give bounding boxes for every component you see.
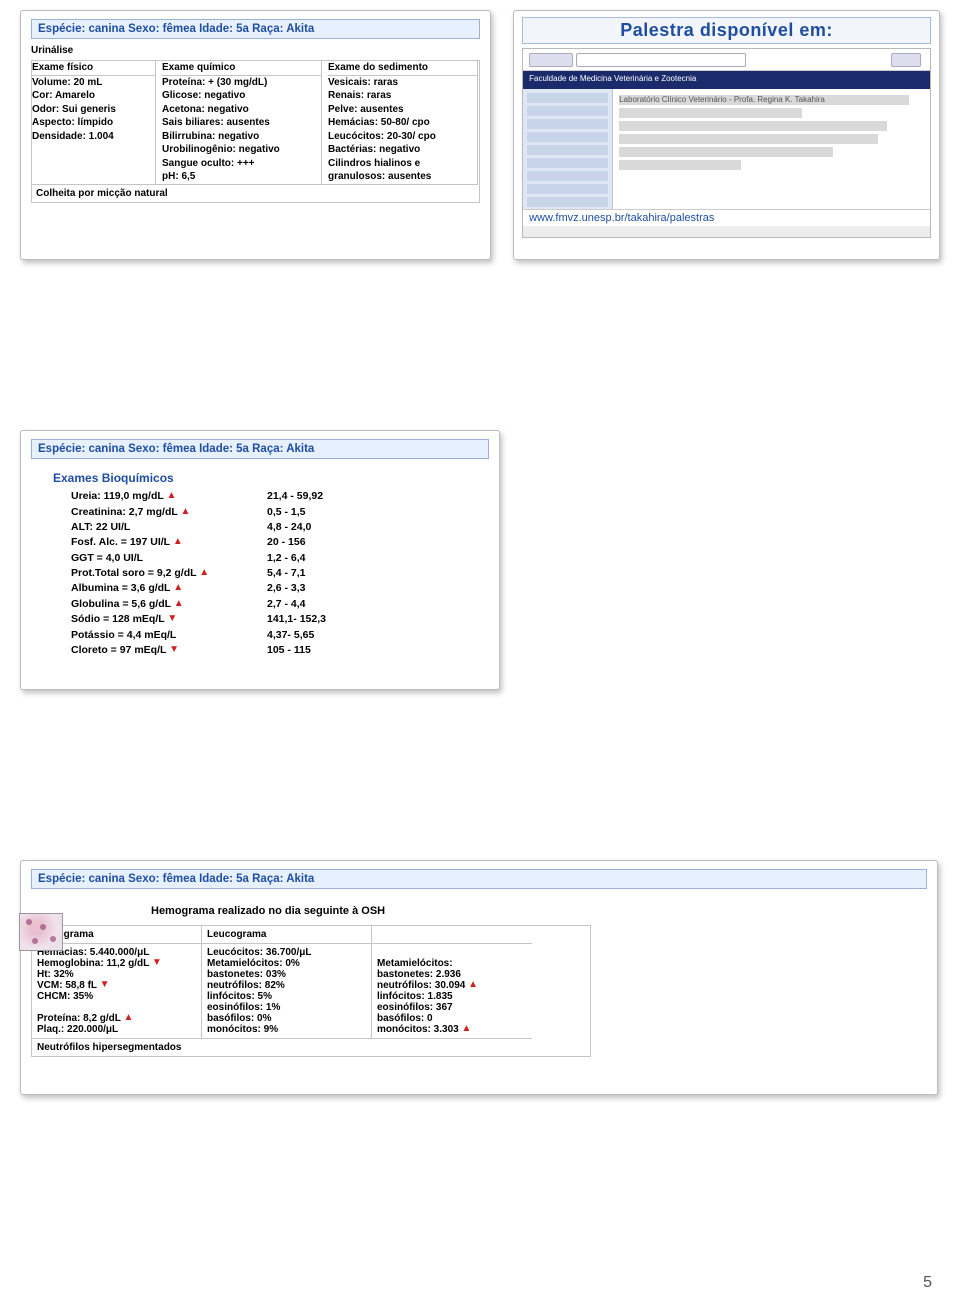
panel4-lead: Hemograma realizado no dia seguinte à OS… (31, 895, 927, 925)
website-labname: Laboratório Clínico Veterinário - Profa.… (619, 95, 909, 105)
p4-h2: Leucograma (202, 926, 372, 944)
biochem-ref: 105 - 115 (267, 643, 367, 659)
biochem-label: Fosf. Alc. = 197 UI/L ▲ (71, 535, 261, 551)
biochem-label: Sódio = 128 mEq/L ▼ (71, 612, 261, 628)
biochem-row: Albumina = 3,6 g/dL ▲ 2,6 - 3,3 (71, 581, 489, 597)
biochem-label: Prot.Total soro = 9,2 g/dL ▲ (71, 566, 261, 582)
p1-foot: Colheita por micção natural (32, 184, 478, 203)
lecture-panel: Palestra disponível em: Faculdade de Med… (513, 10, 940, 260)
biochem-ref: 2,7 - 4,4 (267, 597, 367, 613)
biochem-row: Cloreto = 97 mEq/L ▼ 105 - 115 (71, 643, 489, 659)
biochem-label: Globulina = 5,6 g/dL ▲ (71, 597, 261, 613)
panel2-title: Palestra disponível em: (522, 17, 931, 44)
website-band: Faculdade de Medicina Veterinária e Zoot… (523, 71, 930, 89)
biochem-ref: 2,6 - 3,3 (267, 581, 367, 597)
panel1-title: Urinálise (31, 45, 480, 56)
p1-col3: Vesicais: rarasRenais: rarasPelve: ausen… (328, 76, 478, 184)
hemogram-table: Eritrograma Leucograma Hemácias: 5.440.0… (31, 925, 591, 1057)
biochem-label: Albumina = 3,6 g/dL ▲ (71, 581, 261, 597)
biochem-label: Ureia: 119,0 mg/dL ▲ (71, 489, 261, 505)
p1-header-sedimento: Exame do sedimento (328, 61, 478, 76)
biochem-ref: 21,4 - 59,92 (267, 489, 367, 505)
p4-col3: Metamielócitos:bastonetes: 2.936neutrófi… (372, 944, 532, 1038)
website-screenshot-mock: Faculdade de Medicina Veterinária e Zoot… (522, 48, 931, 238)
biochem-table: Ureia: 119,0 mg/dL ▲21,4 - 59,92Creatini… (31, 489, 489, 659)
biochem-row: Ureia: 119,0 mg/dL ▲ 21,4 - 59,92 (71, 489, 489, 505)
biochem-row: Fosf. Alc. = 197 UI/L ▲ 20 - 156 (71, 535, 489, 551)
biochem-row: GGT = 4,0 UI/L 1,2 - 6,4 (71, 551, 489, 566)
panel3-title: Exames Bioquímicos (31, 465, 489, 489)
p1-header-fisico: Exame físico (32, 61, 156, 76)
biochem-row: Prot.Total soro = 9,2 g/dL ▲ 5,4 - 7,1 (71, 566, 489, 582)
p4-foot: Neutrófilos hipersegmentados (32, 1038, 532, 1056)
biochem-row: Potássio = 4,4 mEq/L 4,37- 5,65 (71, 628, 489, 643)
biochem-ref: 0,5 - 1,5 (267, 505, 367, 521)
biochem-row: ALT: 22 UI/L 4,8 - 24,0 (71, 520, 489, 535)
p1-col2: Proteína: + (30 mg/dL)Glicose: negativoA… (162, 76, 322, 184)
biochem-row: Creatinina: 2,7 mg/dL ▲ 0,5 - 1,5 (71, 505, 489, 521)
specimen-tagbar: Espécie: canina Sexo: fêmea Idade: 5a Ra… (31, 439, 489, 459)
p4-col1: Hemácias: 5.440.000/μLHemoglobina: 11,2 … (32, 944, 202, 1038)
biochem-row: Globulina = 5,6 g/dL ▲ 2,7 - 4,4 (71, 597, 489, 613)
hemogram-panel: Espécie: canina Sexo: fêmea Idade: 5a Ra… (20, 860, 938, 1095)
biochem-label: Potássio = 4,4 mEq/L (71, 628, 261, 643)
biochem-ref: 5,4 - 7,1 (267, 566, 367, 582)
biochem-ref: 20 - 156 (267, 535, 367, 551)
biochem-ref: 141,1- 152,3 (267, 612, 367, 628)
urinalysis-panel: Espécie: canina Sexo: fêmea Idade: 5a Ra… (20, 10, 491, 260)
p1-header-quimico: Exame químico (162, 61, 322, 76)
page-number: 5 (923, 1274, 932, 1292)
biochem-label: ALT: 22 UI/L (71, 520, 261, 535)
biochem-label: Cloreto = 97 mEq/L ▼ (71, 643, 261, 659)
specimen-tagbar: Espécie: canina Sexo: fêmea Idade: 5a Ra… (31, 869, 927, 889)
website-url: www.fmvz.unesp.br/takahira/palestras (523, 209, 930, 226)
biochem-panel: Espécie: canina Sexo: fêmea Idade: 5a Ra… (20, 430, 500, 690)
biochem-ref: 4,37- 5,65 (267, 628, 367, 643)
p4-h3 (372, 926, 532, 944)
biochem-label: Creatinina: 2,7 mg/dL ▲ (71, 505, 261, 521)
specimen-tagbar: Espécie: canina Sexo: fêmea Idade: 5a Ra… (31, 19, 480, 39)
biochem-row: Sódio = 128 mEq/L ▼ 141,1- 152,3 (71, 612, 489, 628)
biochem-label: GGT = 4,0 UI/L (71, 551, 261, 566)
biochem-ref: 1,2 - 6,4 (267, 551, 367, 566)
p1-col1: Volume: 20 mLCor: AmareloOdor: Sui gener… (32, 76, 156, 184)
microscope-thumb-icon (19, 913, 63, 951)
p4-col2: Leucócitos: 36.700/μLMetamielócitos: 0%b… (202, 944, 372, 1038)
biochem-ref: 4,8 - 24,0 (267, 520, 367, 535)
urinalysis-table: Exame físico Exame químico Exame do sedi… (31, 60, 480, 203)
